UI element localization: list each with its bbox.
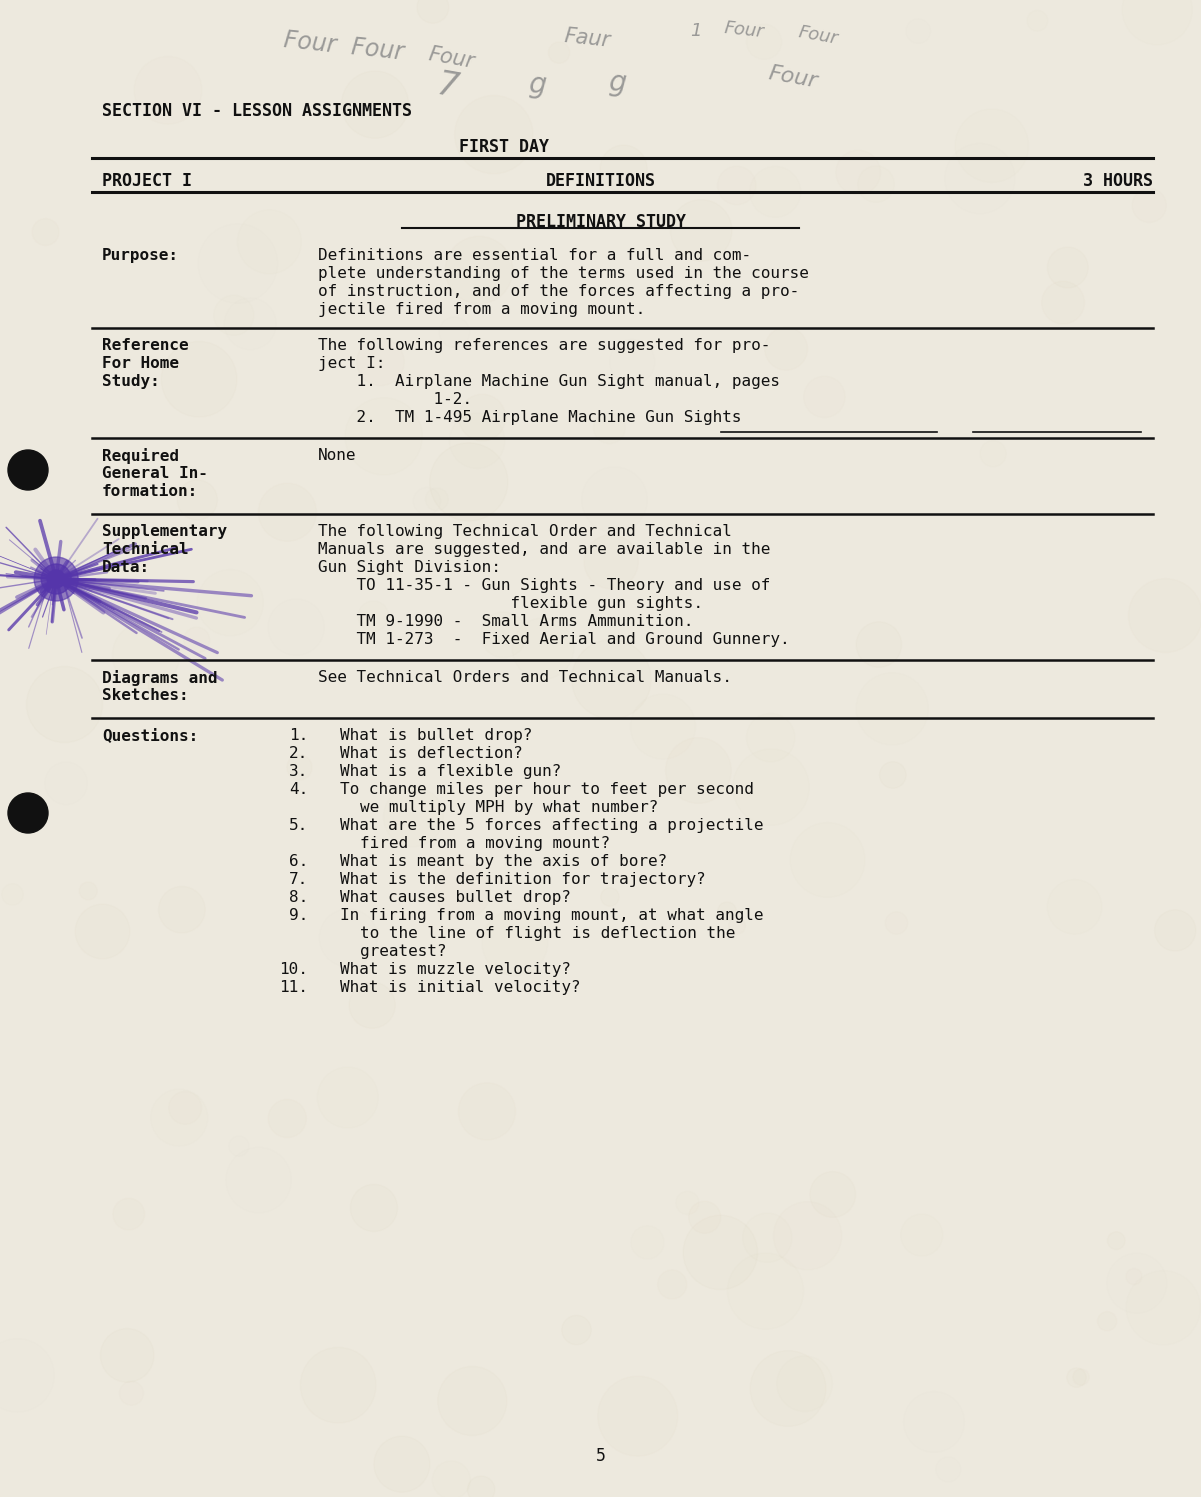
Text: To change miles per hour to feet per second: To change miles per hour to feet per sec… xyxy=(340,781,754,796)
Text: FIRST DAY: FIRST DAY xyxy=(460,138,549,156)
Text: What is muzzle velocity?: What is muzzle velocity? xyxy=(340,963,572,978)
Text: The following references are suggested for pro-: The following references are suggested f… xyxy=(318,338,771,353)
Text: What is initial velocity?: What is initial velocity? xyxy=(340,981,581,996)
Text: What is bullet drop?: What is bullet drop? xyxy=(340,728,533,743)
Text: What is the definition for trajectory?: What is the definition for trajectory? xyxy=(340,871,706,888)
Text: plete understanding of the terms used in the course: plete understanding of the terms used in… xyxy=(318,266,809,281)
Text: Data:: Data: xyxy=(102,560,150,575)
Circle shape xyxy=(41,564,71,594)
Text: 5: 5 xyxy=(596,1448,605,1466)
Circle shape xyxy=(52,573,61,584)
Circle shape xyxy=(47,570,65,588)
Text: 1: 1 xyxy=(691,22,701,40)
Text: Study:: Study: xyxy=(102,374,160,389)
Text: What is deflection?: What is deflection? xyxy=(340,746,524,760)
Text: Four: Four xyxy=(426,43,476,72)
Text: Four: Four xyxy=(797,22,839,48)
Text: Reference: Reference xyxy=(102,338,189,353)
Text: Four: Four xyxy=(766,63,819,91)
Text: 1-2.: 1-2. xyxy=(318,392,472,407)
Text: See Technical Orders and Technical Manuals.: See Technical Orders and Technical Manua… xyxy=(318,671,733,686)
Text: 1.  Airplane Machine Gun Sight manual, pages: 1. Airplane Machine Gun Sight manual, pa… xyxy=(318,374,781,389)
Text: The following Technical Order and Technical: The following Technical Order and Techni… xyxy=(318,524,733,539)
Text: Four: Four xyxy=(723,19,765,40)
Text: 1.: 1. xyxy=(289,728,309,743)
Text: Required: Required xyxy=(102,448,179,464)
Text: 6.: 6. xyxy=(289,853,309,868)
Text: 3.: 3. xyxy=(289,763,309,778)
Text: PRELIMINARY STUDY: PRELIMINARY STUDY xyxy=(515,213,686,231)
Text: ject I:: ject I: xyxy=(318,356,386,371)
Text: 2.  TM 1-495 Airplane Machine Gun Sights: 2. TM 1-495 Airplane Machine Gun Sights xyxy=(318,410,742,425)
Text: 9.: 9. xyxy=(289,909,309,924)
Text: g: g xyxy=(608,67,628,97)
Text: of instruction, and of the forces affecting a pro-: of instruction, and of the forces affect… xyxy=(318,284,800,299)
Text: TM 1-273  -  Fixed Aerial and Ground Gunnery.: TM 1-273 - Fixed Aerial and Ground Gunne… xyxy=(318,632,790,647)
Circle shape xyxy=(34,557,78,600)
Text: Supplementary: Supplementary xyxy=(102,524,227,539)
Text: 4.: 4. xyxy=(289,781,309,796)
Text: What causes bullet drop?: What causes bullet drop? xyxy=(340,891,572,906)
Text: DEFINITIONS: DEFINITIONS xyxy=(545,172,656,190)
Text: g: g xyxy=(527,70,548,99)
Text: 7.: 7. xyxy=(289,871,309,888)
Text: 8.: 8. xyxy=(289,891,309,906)
Text: Faur: Faur xyxy=(563,25,611,51)
Text: formation:: formation: xyxy=(102,484,198,499)
Text: Manuals are suggested, and are available in the: Manuals are suggested, and are available… xyxy=(318,542,771,557)
Text: we multiply MPH by what number?: we multiply MPH by what number? xyxy=(360,799,658,814)
Text: Technical: Technical xyxy=(102,542,189,557)
Text: SECTION VI - LESSON ASSIGNMENTS: SECTION VI - LESSON ASSIGNMENTS xyxy=(102,102,412,120)
Text: 3 HOURS: 3 HOURS xyxy=(1083,172,1153,190)
Text: TO 11-35-1 - Gun Sights - Theory and use of: TO 11-35-1 - Gun Sights - Theory and use… xyxy=(318,578,771,593)
Text: What is a flexible gun?: What is a flexible gun? xyxy=(340,763,562,778)
Text: Gun Sight Division:: Gun Sight Division: xyxy=(318,560,501,575)
Circle shape xyxy=(8,793,48,832)
Text: Sketches:: Sketches: xyxy=(102,689,189,704)
Text: 11.: 11. xyxy=(280,981,309,996)
Text: What is meant by the axis of bore?: What is meant by the axis of bore? xyxy=(340,853,668,868)
Text: TM 9-1990 -  Small Arms Ammunition.: TM 9-1990 - Small Arms Ammunition. xyxy=(318,614,694,629)
Text: 5.: 5. xyxy=(289,817,309,832)
Text: Definitions are essential for a full and com-: Definitions are essential for a full and… xyxy=(318,249,752,263)
Text: What are the 5 forces affecting a projectile: What are the 5 forces affecting a projec… xyxy=(340,817,764,832)
Text: greatest?: greatest? xyxy=(360,945,447,960)
Text: 2.: 2. xyxy=(289,746,309,760)
Text: jectile fired from a moving mount.: jectile fired from a moving mount. xyxy=(318,302,645,317)
Text: fired from a moving mount?: fired from a moving mount? xyxy=(360,835,610,850)
Text: flexible gun sights.: flexible gun sights. xyxy=(318,596,704,611)
Circle shape xyxy=(8,451,48,490)
Text: PROJECT I: PROJECT I xyxy=(102,172,192,190)
Text: For Home: For Home xyxy=(102,356,179,371)
Text: Purpose:: Purpose: xyxy=(102,249,179,263)
Text: Four  Four: Four Four xyxy=(282,28,405,64)
Text: General In-: General In- xyxy=(102,466,208,481)
Text: Questions:: Questions: xyxy=(102,728,198,743)
Text: to the line of flight is deflection the: to the line of flight is deflection the xyxy=(360,927,736,942)
Text: In firing from a moving mount, at what angle: In firing from a moving mount, at what a… xyxy=(340,909,764,924)
Text: 10.: 10. xyxy=(280,963,309,978)
Text: 7: 7 xyxy=(435,67,461,105)
Text: None: None xyxy=(318,448,357,463)
Text: Diagrams and: Diagrams and xyxy=(102,671,217,686)
